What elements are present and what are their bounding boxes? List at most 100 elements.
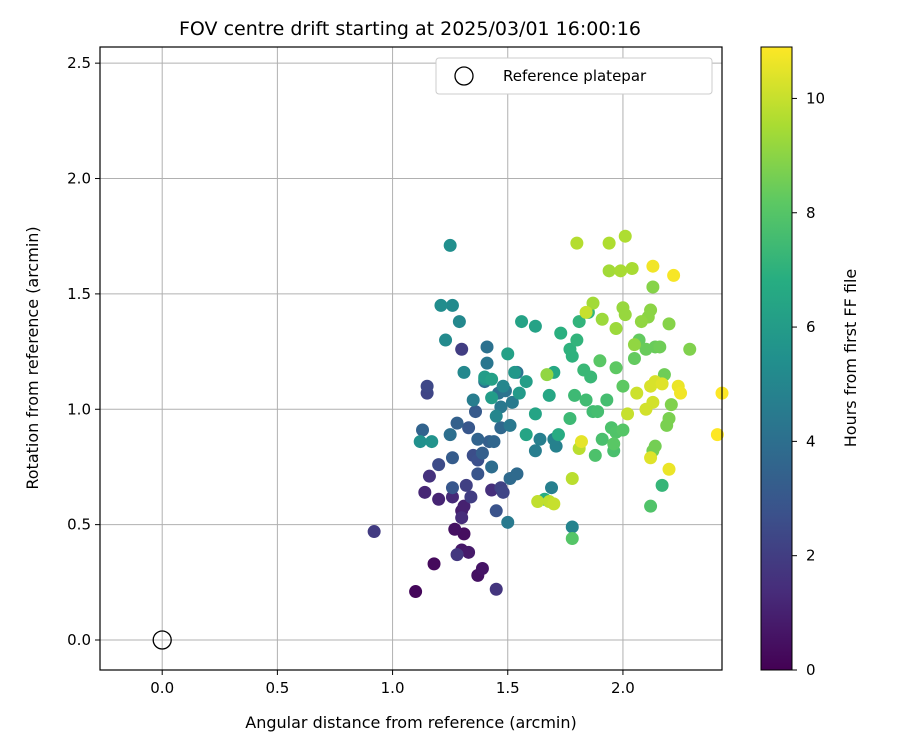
data-point: [469, 405, 483, 419]
data-point: [621, 407, 635, 421]
data-point: [646, 395, 660, 409]
data-point: [489, 409, 503, 423]
data-point: [503, 471, 517, 485]
data-point: [662, 317, 676, 331]
legend-box: [435, 57, 713, 95]
data-point: [480, 356, 494, 370]
data-point: [503, 418, 517, 432]
data-point: [554, 326, 568, 340]
data-point: [600, 393, 614, 407]
x-tick-label: 2.0: [611, 679, 635, 697]
legend-marker-open-circle: [454, 66, 474, 86]
data-point: [563, 411, 577, 425]
data-point: [425, 435, 439, 449]
x-axis-label: Angular distance from reference (arcmin): [245, 713, 576, 732]
data-point: [496, 485, 510, 499]
data-point: [434, 298, 448, 312]
colorbar: 0 2 4 6 8 10 Hours from first FF file: [760, 46, 860, 679]
x-tick-label: 1.5: [496, 679, 520, 697]
colorbar-label: Hours from first FF file: [841, 269, 860, 448]
reference-marker: [152, 630, 172, 650]
data-point: [450, 416, 464, 430]
y-tick-label: 2.0: [67, 170, 91, 188]
data-point: [710, 428, 724, 442]
data-point: [634, 315, 648, 329]
data-point: [485, 460, 499, 474]
data-point: [644, 499, 658, 513]
y-axis-ticks: 0.0 0.5 1.0 1.5 2.0 2.5: [67, 54, 100, 649]
data-point: [646, 259, 660, 273]
data-point: [683, 342, 697, 356]
data-point: [591, 405, 605, 419]
y-tick-label: 2.5: [67, 54, 91, 72]
data-point: [457, 499, 471, 513]
data-point: [646, 280, 660, 294]
data-point: [367, 525, 381, 539]
data-point: [422, 469, 436, 483]
data-point: [445, 481, 459, 495]
legend: Reference platepar: [435, 57, 713, 95]
data-point: [512, 386, 526, 400]
data-point: [462, 545, 476, 559]
colorbar-tick-label: 0: [806, 661, 816, 679]
data-point: [528, 444, 542, 458]
colorbar-bar: [760, 46, 793, 671]
data-points: [367, 229, 729, 599]
data-point: [505, 395, 519, 409]
colorbar-tick-label: 8: [806, 204, 816, 222]
data-point: [475, 561, 489, 575]
x-tick-label: 0.0: [150, 679, 174, 697]
data-point: [489, 504, 503, 518]
data-point: [609, 322, 623, 336]
data-point: [565, 349, 579, 363]
data-point: [602, 236, 616, 250]
data-point: [432, 458, 446, 472]
data-point: [655, 478, 669, 492]
data-point: [662, 411, 676, 425]
data-point: [459, 478, 473, 492]
data-point: [450, 548, 464, 562]
y-tick-label: 1.0: [67, 400, 91, 418]
colorbar-ticks: 0 2 4 6 8 10: [792, 89, 825, 679]
data-point: [443, 428, 457, 442]
data-point: [528, 407, 542, 421]
data-point: [457, 365, 471, 379]
grid-lines: [100, 47, 722, 670]
data-point: [586, 296, 600, 310]
data-point: [595, 312, 609, 326]
y-tick-label: 1.5: [67, 285, 91, 303]
data-point: [588, 448, 602, 462]
data-point: [551, 428, 565, 442]
data-point: [439, 333, 453, 347]
data-point: [547, 497, 561, 511]
y-tick-label: 0.5: [67, 516, 91, 534]
data-point: [413, 435, 427, 449]
data-point: [452, 315, 466, 329]
data-point: [445, 298, 459, 312]
data-point: [602, 264, 616, 278]
data-point: [616, 301, 630, 315]
colorbar-tick-label: 6: [806, 318, 816, 336]
data-point: [614, 264, 628, 278]
data-point: [570, 236, 584, 250]
data-point: [480, 340, 494, 354]
data-point: [565, 531, 579, 545]
data-point: [627, 352, 641, 365]
data-point: [462, 421, 476, 435]
data-point: [570, 333, 584, 347]
data-point: [595, 432, 609, 446]
x-axis-ticks: 0.0 0.5 1.0 1.5 2.0: [150, 670, 635, 697]
data-point: [625, 262, 639, 276]
data-point: [501, 515, 515, 529]
data-point: [496, 379, 510, 393]
data-point: [528, 319, 542, 333]
data-point: [409, 585, 423, 599]
data-point: [653, 340, 667, 354]
data-point: [664, 398, 678, 412]
data-point: [565, 471, 579, 485]
data-point: [485, 372, 499, 386]
data-point: [443, 238, 457, 252]
chart-title: FOV centre drift starting at 2025/03/01 …: [179, 18, 641, 40]
data-point: [568, 388, 582, 402]
